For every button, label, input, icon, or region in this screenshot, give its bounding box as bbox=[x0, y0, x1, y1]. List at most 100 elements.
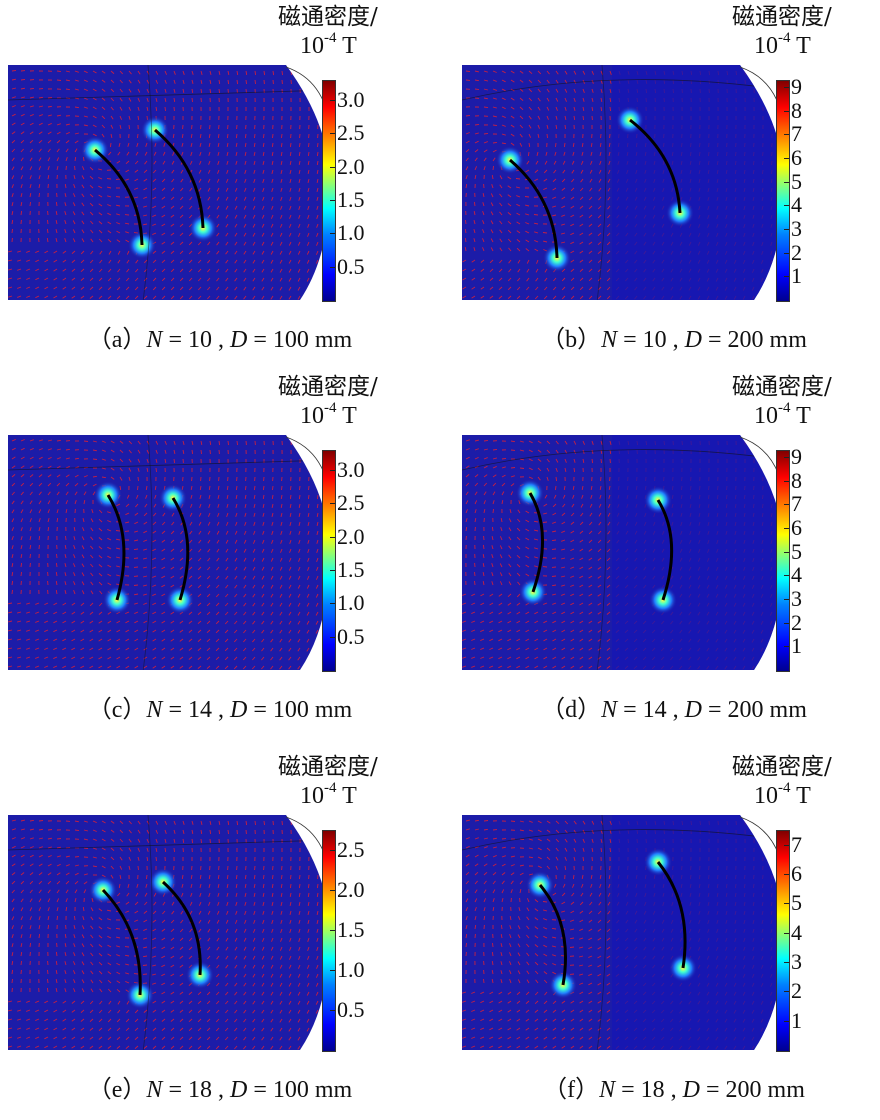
field-arrow bbox=[672, 486, 673, 490]
field-arrow bbox=[709, 486, 710, 490]
field-arrow bbox=[219, 89, 220, 93]
field-arrow bbox=[300, 486, 301, 490]
colorbar-tick-mark bbox=[330, 100, 335, 101]
field-arrow bbox=[307, 1046, 309, 1049]
field-arrow bbox=[511, 821, 515, 822]
colorbar-tick-label: 4 bbox=[791, 565, 802, 585]
field-arrow bbox=[12, 581, 13, 585]
field-arrow bbox=[264, 875, 265, 879]
unit-exponent: -4 bbox=[778, 400, 791, 416]
field-arrow bbox=[255, 821, 256, 825]
field-arrow bbox=[681, 486, 682, 490]
field-arrow bbox=[282, 71, 283, 75]
field-arrow bbox=[245, 134, 246, 138]
field-arrow bbox=[227, 134, 228, 138]
colorbar-tick-mark bbox=[784, 253, 789, 254]
field-arrow bbox=[493, 142, 497, 143]
colorbar bbox=[322, 450, 336, 672]
field-arrow bbox=[770, 296, 772, 300]
field-arrow bbox=[48, 925, 49, 929]
field-arrow bbox=[246, 821, 247, 825]
field-arrow bbox=[48, 830, 52, 831]
field-arrow bbox=[628, 839, 629, 843]
field-arrow bbox=[736, 152, 737, 156]
unit-symbol: T bbox=[796, 403, 811, 429]
colorbar-tick-mark bbox=[330, 133, 335, 134]
field-arrow bbox=[254, 875, 255, 879]
unit-base: 10 bbox=[300, 33, 324, 59]
field-arrow bbox=[56, 202, 57, 206]
colorbar-unit: 10-4 T bbox=[300, 33, 357, 59]
field-arrow bbox=[574, 468, 575, 472]
caption-unit: mm bbox=[315, 697, 352, 723]
colorbar-tick-mark bbox=[330, 890, 335, 891]
unit-symbol: T bbox=[342, 33, 357, 59]
field-arrow bbox=[761, 287, 763, 291]
field-arrow bbox=[12, 979, 13, 983]
field-arrow bbox=[316, 639, 318, 642]
unit-exponent: -4 bbox=[778, 30, 791, 46]
colorbar bbox=[322, 830, 336, 1052]
field-arrow bbox=[771, 170, 772, 174]
colorbar-tick-mark bbox=[784, 276, 789, 277]
colorbar-tick-label: 0.5 bbox=[337, 627, 365, 647]
colorbar-tick-mark bbox=[784, 182, 789, 183]
field-arrow bbox=[664, 143, 665, 147]
field-arrow bbox=[761, 666, 763, 669]
field-arrow bbox=[316, 1028, 318, 1032]
field-arrow bbox=[273, 134, 274, 138]
colorbar-tick-mark bbox=[330, 167, 335, 168]
field-arrow bbox=[147, 875, 148, 879]
colorbar-tick-label: 2 bbox=[791, 243, 802, 263]
field-arrow bbox=[700, 143, 701, 147]
colorbar-title: 磁通密度/ bbox=[732, 4, 832, 30]
field-arrow bbox=[174, 848, 175, 852]
flux-density-plot bbox=[8, 65, 338, 302]
colorbar-unit: 10-4 T bbox=[754, 403, 811, 429]
field-arrow bbox=[219, 830, 220, 834]
colorbar-tick-mark bbox=[784, 205, 789, 206]
field-arrow bbox=[770, 657, 772, 661]
field-arrow bbox=[138, 477, 139, 481]
field-arrow bbox=[93, 459, 97, 460]
field-arrow bbox=[718, 486, 719, 490]
colorbar-tick-label: 2.0 bbox=[337, 880, 365, 900]
field-arrow bbox=[174, 459, 175, 463]
field-arrow bbox=[66, 536, 67, 540]
field-arrow bbox=[718, 80, 719, 84]
field-arrow bbox=[664, 441, 665, 445]
colorbar-title: 磁通密度/ bbox=[278, 4, 378, 30]
panel-caption: （a）N = 10 , D = 100 mm bbox=[0, 326, 440, 354]
caption-unit: mm bbox=[770, 327, 807, 353]
field-arrow bbox=[317, 152, 318, 156]
field-arrow bbox=[156, 857, 157, 861]
field-arrow bbox=[12, 970, 13, 974]
field-arrow bbox=[307, 296, 309, 300]
field-arrow bbox=[556, 143, 557, 147]
colorbar-tick-mark bbox=[330, 267, 335, 268]
colorbar-tick-mark bbox=[330, 1010, 335, 1011]
field-arrow bbox=[308, 152, 309, 156]
field-arrow bbox=[627, 143, 628, 147]
colorbar-tick-label: 1.5 bbox=[337, 920, 365, 940]
field-arrow bbox=[493, 166, 494, 170]
field-arrow bbox=[48, 970, 49, 974]
field-arrow bbox=[619, 450, 620, 454]
field-arrow bbox=[637, 441, 638, 445]
field-arrow bbox=[309, 143, 310, 147]
field-arrow bbox=[525, 197, 529, 198]
unit-symbol: T bbox=[342, 783, 357, 809]
field-arrow bbox=[263, 486, 264, 490]
unit-symbol: T bbox=[342, 403, 357, 429]
field-arrow bbox=[246, 80, 247, 84]
caption-label: e bbox=[112, 1077, 123, 1103]
field-arrow bbox=[502, 458, 506, 459]
field-arrow bbox=[726, 161, 727, 165]
field-arrow bbox=[511, 468, 515, 469]
field-arrow bbox=[761, 296, 763, 300]
field-arrow bbox=[493, 509, 494, 513]
field-arrow bbox=[138, 134, 139, 138]
field-arrow bbox=[770, 639, 772, 643]
colorbar-tick-mark bbox=[784, 575, 789, 576]
